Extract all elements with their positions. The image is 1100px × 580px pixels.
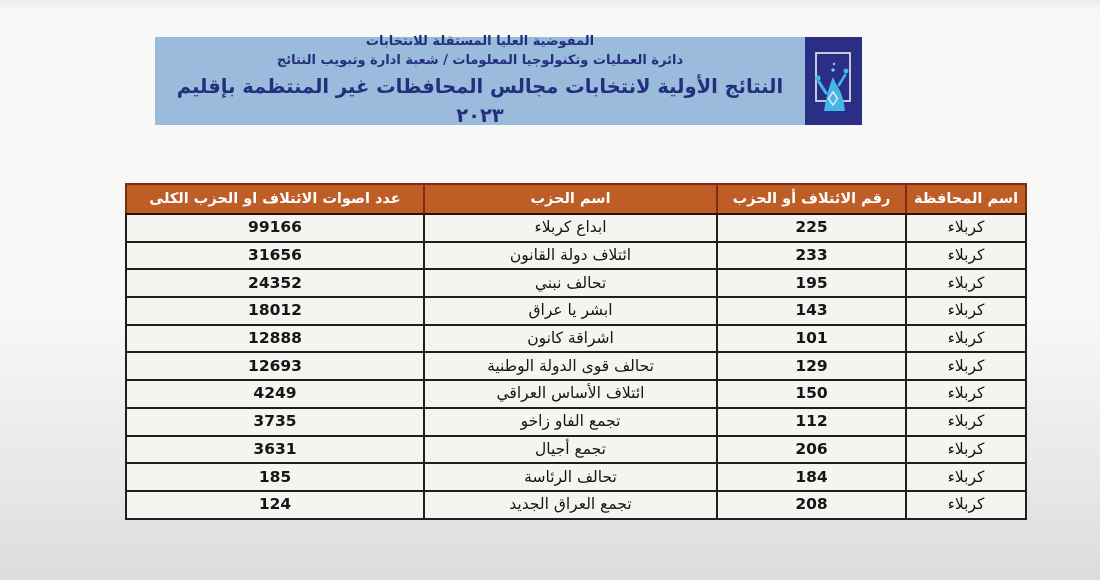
cell-total-votes: 24352 (125, 268, 425, 299)
cell-party-name: تحالف نبني (423, 268, 718, 299)
cell-total-votes: 31656 (125, 240, 425, 271)
table-row: كربلاء 143 ابشر يا عراق 18012 (125, 296, 1027, 326)
table-row: كربلاء 150 ائتلاف الأساس العراقي 4249 (125, 379, 1027, 409)
cell-party-number: 129 (716, 351, 907, 382)
table-row: كربلاء 195 تحالف نبني 24352 (125, 268, 1027, 299)
cell-governorate: كربلاء (905, 462, 1027, 492)
commission-title: المفوضية العليا المستقلة للانتخابات (365, 34, 595, 50)
table-row: كربلاء 206 تجمع أجيال 3631 (125, 434, 1027, 465)
cell-party-name: ائتلاف دولة القانون (423, 240, 718, 271)
cell-total-votes: 124 (125, 489, 425, 520)
header-banner: المفوضية العليا المستقلة للانتخابات دائر… (155, 34, 862, 127)
cell-party-number: 195 (716, 268, 907, 299)
cell-party-name: تجمع العراق الجديد (423, 489, 718, 520)
cell-total-votes: 99166 (125, 213, 425, 243)
cell-governorate: كربلاء (905, 489, 1027, 520)
cell-party-number: 112 (716, 406, 907, 437)
cell-party-number: 233 (716, 240, 907, 271)
cell-total-votes: 18012 (125, 296, 425, 326)
table-row: كربلاء 112 تجمع الفاو زاخو 3735 (125, 406, 1027, 437)
cell-party-number: 206 (716, 434, 907, 465)
table-header-row: اسم المحافظة رقم الائتلاف أو الحزب اسم ا… (125, 183, 1027, 215)
table-row: كربلاء 208 تجمع العراق الجديد 124 (125, 489, 1027, 520)
ihec-ballot-logo-icon (805, 37, 862, 125)
banner-text-block: المفوضية العليا المستقلة للانتخابات دائر… (155, 34, 805, 127)
table-row: كربلاء 225 ابداع كربلاء 99166 (125, 213, 1027, 243)
report-title: النتائج الأولية لانتخابات مجالس المحافظا… (176, 75, 784, 128)
cell-governorate: كربلاء (905, 296, 1027, 326)
cell-governorate: كربلاء (905, 434, 1027, 465)
table-header-party: اسم الحزب (423, 183, 718, 215)
cell-total-votes: 3735 (125, 406, 425, 437)
cell-party-number: 101 (716, 323, 907, 354)
cell-total-votes: 12693 (125, 351, 425, 382)
cell-party-name: ائتلاف الأساس العراقي (423, 379, 718, 409)
cell-total-votes: 185 (125, 462, 425, 492)
cell-party-name: تجمع الفاو زاخو (423, 406, 718, 437)
cell-party-name: اشراقة كانون (423, 323, 718, 354)
cell-governorate: كربلاء (905, 213, 1027, 243)
cell-party-number: 150 (716, 379, 907, 409)
cell-total-votes: 3631 (125, 434, 425, 465)
cell-total-votes: 4249 (125, 379, 425, 409)
table-header-votes: عدد اصوات الائتلاف او الحزب الكلى (125, 183, 425, 215)
cell-governorate: كربلاء (905, 379, 1027, 409)
table-row: كربلاء 101 اشراقة كانون 12888 (125, 323, 1027, 354)
cell-party-number: 225 (716, 213, 907, 243)
cell-party-name: ابشر يا عراق (423, 296, 718, 326)
cell-governorate: كربلاء (905, 323, 1027, 354)
table-header-number: رقم الائتلاف أو الحزب (716, 183, 907, 215)
cell-governorate: كربلاء (905, 406, 1027, 437)
cell-party-name: تحالف الرئاسة (423, 462, 718, 492)
table-row: كربلاء 184 تحالف الرئاسة 185 (125, 462, 1027, 492)
cell-total-votes: 12888 (125, 323, 425, 354)
cell-governorate: كربلاء (905, 240, 1027, 271)
cell-governorate: كربلاء (905, 351, 1027, 382)
cell-party-number: 208 (716, 489, 907, 520)
table-header-governorate: اسم المحافظة (905, 183, 1027, 215)
department-subtitle: دائرة العمليات وتكنولوجيا المعلومات / شع… (276, 53, 684, 69)
cell-governorate: كربلاء (905, 268, 1027, 299)
table-row: كربلاء 233 ائتلاف دولة القانون 31656 (125, 240, 1027, 271)
cell-party-name: تجمع أجيال (423, 434, 718, 465)
cell-party-name: ابداع كربلاء (423, 213, 718, 243)
table-row: كربلاء 129 تحالف قوى الدولة الوطنية 1269… (125, 351, 1027, 382)
results-table: اسم المحافظة رقم الائتلاف أو الحزب اسم ا… (125, 183, 1027, 520)
cell-party-number: 143 (716, 296, 907, 326)
cell-party-number: 184 (716, 462, 907, 492)
cell-party-name: تحالف قوى الدولة الوطنية (423, 351, 718, 382)
table-body: كربلاء 225 ابداع كربلاء 99166 كربلاء 233… (125, 213, 1027, 520)
